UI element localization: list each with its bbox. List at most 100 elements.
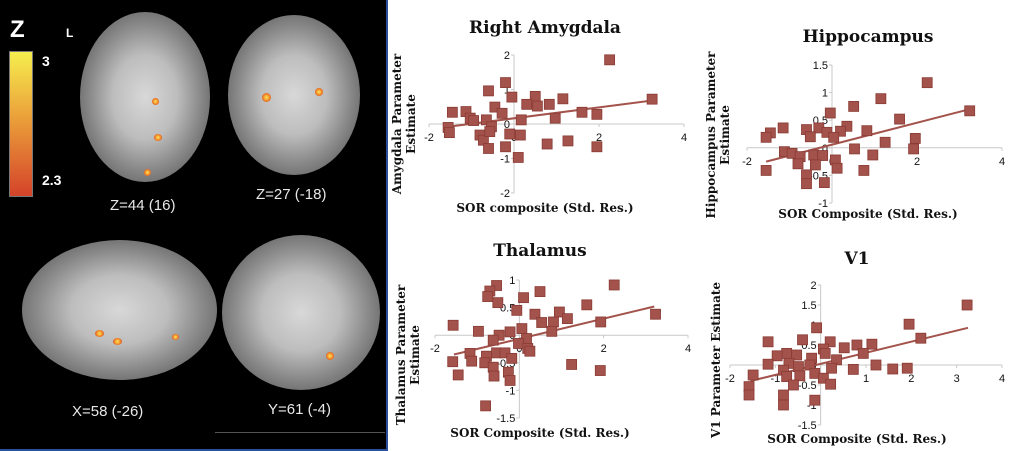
x-axis-label: SOR Composite (Std. Res.) <box>450 426 629 440</box>
divider <box>215 432 385 433</box>
data-point <box>506 352 518 364</box>
data-point <box>487 334 499 346</box>
data-point <box>810 159 821 171</box>
x-tick-label: 2 <box>596 132 602 144</box>
data-point <box>788 379 799 391</box>
data-point <box>514 129 526 141</box>
y-tick-label: -1.5 <box>496 413 515 425</box>
data-point <box>879 136 891 148</box>
slice-label: Z=27 (-18) <box>256 186 327 203</box>
data-point <box>867 149 879 161</box>
x-tick-label: 4 <box>999 373 1005 385</box>
data-point <box>452 369 464 381</box>
data-point <box>791 349 803 361</box>
data-point <box>499 347 511 359</box>
data-point <box>781 347 793 359</box>
x-tick-label: 4 <box>999 156 1005 168</box>
data-point <box>794 370 806 382</box>
data-point <box>778 399 789 411</box>
data-point <box>777 122 789 134</box>
axial-slice-2 <box>228 15 360 175</box>
data-point <box>818 177 830 188</box>
activation-blob <box>262 93 271 102</box>
coronal-slice <box>222 235 380 390</box>
data-point <box>484 126 496 137</box>
data-point <box>851 339 863 351</box>
slice-label: X=58 (-26) <box>72 403 144 420</box>
data-point <box>483 143 494 154</box>
data-point <box>513 338 524 349</box>
data-point <box>808 149 820 161</box>
x-tick-label: 3 <box>954 373 960 385</box>
data-point <box>491 280 502 291</box>
data-point <box>511 304 523 316</box>
y-tick-label: -0.5 <box>798 380 817 392</box>
colorbar-max-label: 3 <box>42 53 50 69</box>
data-point <box>536 317 548 328</box>
activation-blob <box>152 98 159 105</box>
y-tick-label: 0 <box>822 143 828 155</box>
z-colorbar <box>9 51 33 197</box>
data-point <box>504 326 516 338</box>
data-point <box>964 105 976 117</box>
data-point <box>566 359 578 370</box>
data-point <box>858 165 870 176</box>
y-axis-label: Thalamus Parameter <box>394 284 408 425</box>
x-tick-label: -2 <box>742 156 752 168</box>
x-tick-label: -2 <box>725 373 735 385</box>
data-point <box>524 345 536 357</box>
data-point <box>506 91 518 103</box>
x-tick-label: 1 <box>863 373 869 385</box>
data-point <box>817 372 829 384</box>
data-point <box>781 371 793 383</box>
y-tick-label: 1 <box>822 88 828 100</box>
data-point <box>743 389 755 401</box>
chart-title: Thalamus <box>493 241 586 261</box>
data-point <box>760 165 772 176</box>
y-tick-label: 2 <box>504 50 510 62</box>
data-point <box>504 375 516 386</box>
y-tick-label: -1.5 <box>798 420 817 432</box>
data-point <box>650 308 661 320</box>
data-point <box>473 325 484 337</box>
data-point <box>447 319 459 331</box>
data-point <box>849 143 860 155</box>
data-point <box>608 279 620 291</box>
x-tick-label: 2 <box>914 156 920 168</box>
x-tick-label: 4 <box>685 343 691 355</box>
data-point <box>446 106 458 118</box>
orientation-label: L <box>66 26 74 40</box>
data-point <box>496 107 508 119</box>
data-point <box>811 322 822 334</box>
data-point <box>857 347 869 359</box>
data-point <box>809 394 821 406</box>
data-point <box>861 125 873 137</box>
data-point <box>817 150 829 161</box>
data-point <box>541 138 553 150</box>
data-point <box>480 400 492 412</box>
data-point <box>512 152 524 163</box>
y-axis-label: Hippocampus Parameter <box>704 51 718 219</box>
data-point <box>901 362 913 374</box>
y-tick-label: -1 <box>818 198 828 210</box>
data-point <box>549 112 561 124</box>
data-point <box>875 93 887 105</box>
data-point <box>771 350 783 362</box>
data-point <box>793 361 804 373</box>
data-point <box>646 93 658 105</box>
colorbar-min-label: 2.3 <box>42 172 62 188</box>
activation-blob <box>154 134 162 141</box>
x-tick-label: 2 <box>601 343 607 355</box>
data-point <box>548 316 559 328</box>
data-point <box>797 334 808 346</box>
data-point <box>762 358 774 370</box>
data-point <box>466 355 478 367</box>
data-point <box>447 356 459 368</box>
y-axis-label: Amygdala Parameter <box>390 53 404 195</box>
data-point <box>543 98 555 110</box>
data-point <box>531 100 543 112</box>
chart-title: Right Amygdala <box>469 18 621 38</box>
data-point <box>866 338 878 350</box>
colorbar-title: Z <box>10 16 25 43</box>
